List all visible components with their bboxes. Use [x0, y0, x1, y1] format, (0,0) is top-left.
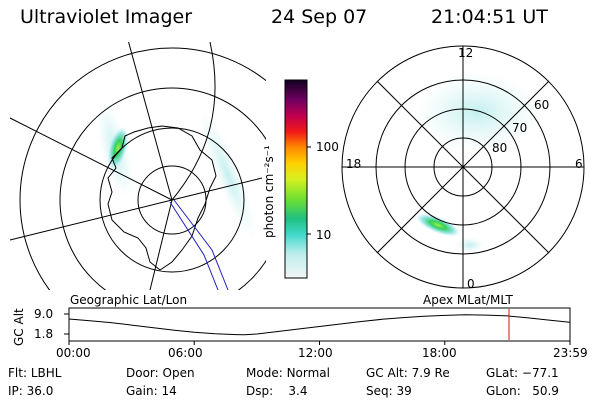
time-label: 21:04:51 UT [431, 6, 548, 28]
mlt-label-18: 18 [346, 157, 362, 171]
colorbar-tick-100: 100 [316, 140, 339, 154]
mlat-label-70: 70 [512, 121, 528, 135]
mlat-label-60: 60 [534, 98, 550, 112]
status-gc-alt: GC Alt: 7.9 Re [366, 366, 450, 380]
x-tick-0000: 00:00 [56, 346, 91, 360]
x-tick-1200: 12:00 [298, 346, 333, 360]
colorbar [284, 79, 308, 279]
mlt-label-12: 12 [458, 46, 474, 60]
polar-aurora-tail [456, 237, 484, 253]
aurora-haze-right [199, 109, 257, 241]
geographic-map [9, 42, 266, 290]
status-dsp: Dsp: 3.4 [246, 384, 308, 398]
x-tick-0600: 06:00 [168, 346, 203, 360]
x-tick-2359: 23:59 [553, 346, 588, 360]
timeline-left-title: Geographic Lat/Lon [70, 293, 188, 307]
polar-aurora-spot [415, 213, 461, 237]
instrument-title: Ultraviolet Imager [20, 6, 193, 28]
status-door: Door: Open [126, 366, 195, 380]
status-glon: GLon: 50.9 [486, 384, 559, 398]
status-mode: Mode: Normal [246, 366, 330, 380]
status-gain: Gain: 14 [126, 384, 177, 398]
polar-haze [416, 72, 540, 152]
antarctica-outline [107, 125, 217, 271]
status-ip: IP: 36.0 [8, 384, 54, 398]
timeline-y-label: GC Alt [12, 308, 26, 346]
status-filter: Flt: LBHL [8, 366, 62, 380]
mlt-label-6: 6 [575, 157, 583, 171]
altitude-timeline [64, 307, 571, 345]
mlt-label-0: 0 [467, 277, 475, 291]
colorbar-tick-10: 10 [316, 228, 332, 242]
date-label: 24 Sep 07 [271, 6, 368, 28]
y-tick-9: 9.0 [34, 307, 54, 321]
altitude-curve [68, 314, 570, 336]
mlat-label-80: 80 [492, 141, 508, 155]
status-seq: Seq: 39 [366, 384, 412, 398]
timeline-right-title: Apex MLat/MLT [423, 293, 513, 307]
colorbar-unit-label: photon cm⁻²s⁻¹ [262, 145, 276, 238]
y-tick-1-8: 1.8 [34, 327, 54, 341]
status-glat: GLat: −77.1 [486, 366, 559, 380]
polar-plot [341, 45, 585, 289]
x-tick-1800: 18:00 [422, 346, 457, 360]
